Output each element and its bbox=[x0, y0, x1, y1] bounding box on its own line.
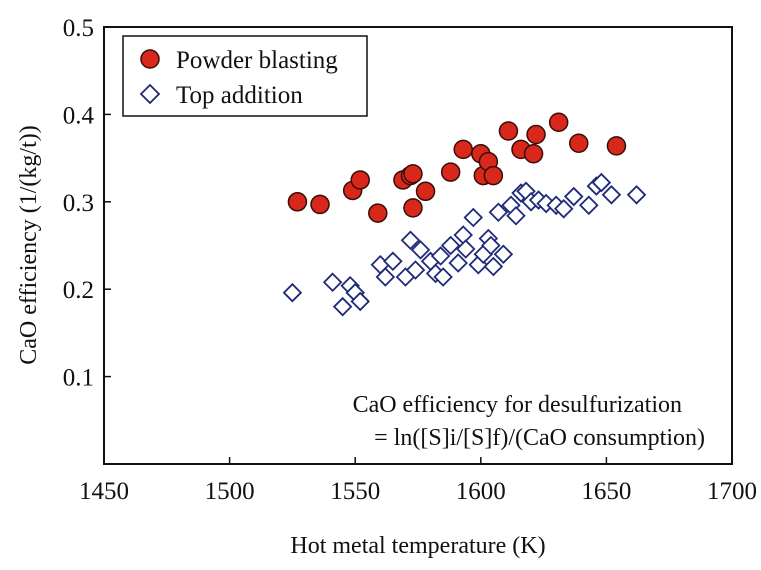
data-point-powder-blasting bbox=[498, 121, 519, 141]
data-point-powder-blasting bbox=[368, 203, 388, 223]
data-point-powder-blasting bbox=[483, 165, 504, 186]
data-point-top-addition bbox=[375, 267, 396, 287]
data-point-powder-blasting bbox=[523, 143, 544, 164]
data-point-powder-blasting bbox=[310, 194, 330, 215]
x-tick-label: 1450 bbox=[79, 478, 129, 505]
data-point-powder-blasting bbox=[403, 164, 423, 184]
data-point-powder-blasting bbox=[569, 133, 589, 153]
data-point-top-addition bbox=[448, 253, 468, 273]
data-point-top-addition bbox=[322, 272, 343, 292]
data-point-top-addition bbox=[430, 246, 451, 266]
x-tick-label: 1550 bbox=[330, 478, 380, 505]
annotation-formula: = ln([S]i/[S]f)/(CaO consumption) bbox=[374, 425, 705, 451]
data-point-top-addition bbox=[405, 260, 426, 280]
series-top-addition bbox=[282, 172, 647, 317]
data-point-top-addition bbox=[488, 202, 509, 223]
data-point-top-addition bbox=[453, 225, 473, 245]
data-point-top-addition bbox=[601, 185, 622, 205]
series-powder-blasting bbox=[287, 112, 627, 223]
data-point-top-addition bbox=[410, 240, 431, 260]
y-axis-label: CaO efficiency (1/(kg/t)) bbox=[16, 125, 42, 364]
y-tick-label: 0.3 bbox=[63, 190, 94, 217]
legend-marker-powder bbox=[140, 49, 160, 69]
data-point-powder-blasting bbox=[287, 192, 308, 212]
data-point-top-addition bbox=[383, 251, 403, 272]
data-point-top-addition bbox=[282, 282, 303, 303]
data-point-top-addition bbox=[332, 296, 353, 317]
data-point-powder-blasting bbox=[526, 124, 546, 145]
data-point-top-addition bbox=[506, 206, 526, 226]
y-tick-label: 0.2 bbox=[63, 277, 94, 304]
legend-box bbox=[122, 35, 368, 117]
x-tick-label: 1650 bbox=[581, 478, 631, 505]
plot-frame bbox=[103, 26, 733, 465]
data-point-top-addition bbox=[455, 239, 476, 259]
x-axis-label: Hot metal temperature (K) bbox=[290, 533, 545, 559]
data-point-top-addition bbox=[463, 207, 484, 228]
data-point-powder-blasting bbox=[403, 198, 423, 218]
data-point-top-addition bbox=[591, 172, 612, 193]
y-tick-label: 0.5 bbox=[63, 15, 94, 42]
legend-label-top: Top addition bbox=[176, 82, 303, 109]
data-point-top-addition bbox=[563, 186, 584, 207]
data-point-top-addition bbox=[483, 256, 504, 277]
data-point-powder-blasting bbox=[350, 170, 370, 190]
data-point-top-addition bbox=[553, 199, 574, 219]
annotation-title: CaO efficiency for desulfurization bbox=[353, 392, 682, 418]
x-tick-label: 1700 bbox=[707, 478, 757, 505]
x-tick-label: 1500 bbox=[205, 478, 255, 505]
data-point-powder-blasting bbox=[606, 136, 627, 156]
data-point-powder-blasting bbox=[415, 181, 436, 202]
x-tick-label: 1600 bbox=[456, 478, 506, 505]
x-axis-ticks: 1450 1500 1550 1600 1650 1700 bbox=[79, 457, 757, 505]
data-point-top-addition bbox=[350, 291, 370, 312]
legend-label-powder: Powder blasting bbox=[176, 47, 338, 74]
data-point-powder-blasting bbox=[548, 112, 569, 133]
data-point-top-addition bbox=[579, 195, 599, 216]
data-point-top-addition bbox=[626, 185, 647, 205]
data-point-top-addition bbox=[481, 235, 501, 256]
data-point-powder-blasting bbox=[453, 139, 473, 160]
data-point-powder-blasting bbox=[440, 162, 461, 182]
data-point-top-addition bbox=[493, 244, 514, 265]
data-point-top-addition bbox=[440, 235, 461, 256]
data-point-top-addition bbox=[400, 230, 421, 251]
legend: Powder blasting Top addition bbox=[122, 35, 368, 117]
y-axis-ticks: 0.1 0.2 0.3 0.4 0.5 bbox=[63, 15, 111, 392]
y-tick-label: 0.1 bbox=[63, 365, 94, 392]
y-tick-label: 0.4 bbox=[63, 102, 95, 129]
legend-marker-top bbox=[139, 83, 161, 105]
data-point-top-addition bbox=[433, 267, 453, 287]
